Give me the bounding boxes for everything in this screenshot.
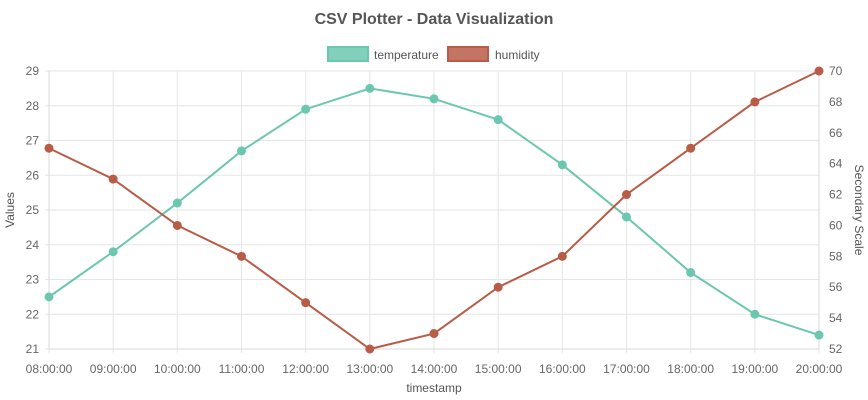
data-point-humidity[interactable] [301,298,311,308]
data-point-temperature[interactable] [301,104,311,114]
data-point-humidity[interactable] [686,143,696,153]
data-point-temperature[interactable] [622,212,631,222]
legend-swatch-temperature [327,46,369,62]
data-point-temperature[interactable] [172,198,182,208]
y2-tick-label: 54 [829,311,843,325]
data-point-temperature[interactable] [686,268,696,278]
y-tick-label: 29 [26,64,40,78]
data-point-humidity[interactable] [622,190,631,200]
x-tick-label: 19:00:00 [731,362,778,376]
y-tick-label: 22 [26,307,40,321]
legend-item-humidity[interactable]: humidity [447,46,540,62]
y-tick-label: 27 [26,134,40,148]
y-axis-label: Values [3,192,17,228]
x-tick-label: 17:00:00 [603,362,650,376]
x-axis-label: timestamp [406,381,462,395]
legend: temperature humidity [327,46,540,62]
x-tick-label: 09:00:00 [90,362,137,376]
x-axis: 08:00:00 09:00:00 10:00:00 11:00:00 12:00:00… [26,362,843,376]
legend-swatch-humidity [447,46,489,62]
data-point-temperature[interactable] [750,309,760,319]
y-tick-label: 21 [26,342,40,356]
x-tick-label: 12:00:00 [282,362,329,376]
y-axis-left: 21 22 23 24 25 26 27 28 29 [26,64,40,356]
data-point-temperature[interactable] [44,292,54,302]
data-point-humidity[interactable] [237,251,246,261]
y-tick-label: 23 [26,273,40,287]
y2-tick-label: 68 [829,95,843,109]
data-point-temperature[interactable] [365,83,375,93]
series-temperature [44,83,824,340]
data-point-humidity[interactable] [493,282,503,292]
y2-axis-label: Secondary Scale [852,165,866,256]
grid [45,70,820,353]
series-humidity [44,66,824,354]
data-point-humidity[interactable] [814,66,824,76]
data-point-temperature[interactable] [557,160,567,170]
y2-tick-label: 70 [829,64,843,78]
legend-label-humidity: humidity [495,48,540,62]
x-tick-label: 08:00:00 [26,362,73,376]
data-point-humidity[interactable] [108,174,118,184]
data-point-humidity[interactable] [429,329,439,339]
legend-label-temperature: temperature [374,48,439,62]
y2-tick-label: 66 [829,126,843,140]
data-point-temperature[interactable] [108,247,118,257]
y-tick-label: 26 [26,168,40,182]
x-tick-label: 14:00:00 [411,362,458,376]
chart-title: CSV Plotter - Data Visualization [315,11,554,28]
data-point-humidity[interactable] [172,220,182,230]
y-tick-label: 25 [26,203,40,217]
data-point-humidity[interactable] [750,97,760,107]
data-point-temperature[interactable] [237,146,246,156]
data-point-humidity[interactable] [557,251,567,261]
x-tick-label: 11:00:00 [219,362,265,376]
y2-tick-label: 64 [829,157,843,171]
data-point-humidity[interactable] [365,344,375,354]
y2-tick-label: 58 [829,249,843,263]
x-tick-label: 16:00:00 [539,362,586,376]
y-axis-right: 52 54 56 58 60 62 64 66 68 70 [829,64,843,356]
x-tick-label: 20:00:00 [796,362,843,376]
data-point-temperature[interactable] [429,94,439,104]
y2-tick-label: 52 [829,342,843,356]
y-tick-label: 28 [26,99,40,113]
x-tick-label: 18:00:00 [667,362,714,376]
y-tick-label: 24 [26,238,40,252]
x-tick-label: 15:00:00 [475,362,522,376]
y2-tick-label: 62 [829,188,843,202]
data-point-humidity[interactable] [44,143,54,153]
data-point-temperature[interactable] [493,115,503,125]
y2-tick-label: 56 [829,280,843,294]
series-layer [44,66,824,354]
legend-item-temperature[interactable]: temperature [327,46,439,62]
x-tick-label: 10:00:00 [154,362,201,376]
y2-tick-label: 60 [829,218,843,232]
data-point-temperature[interactable] [814,330,824,340]
x-tick-label: 13:00:00 [346,362,393,376]
